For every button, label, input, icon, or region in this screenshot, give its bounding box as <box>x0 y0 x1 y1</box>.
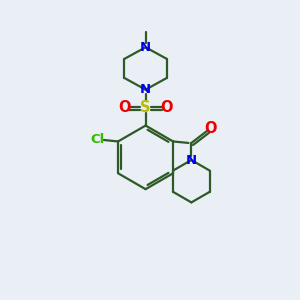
Text: O: O <box>118 100 130 115</box>
Text: Cl: Cl <box>90 134 105 146</box>
Text: N: N <box>140 83 151 96</box>
Text: S: S <box>140 100 151 115</box>
Text: O: O <box>204 121 217 136</box>
Text: O: O <box>160 100 173 115</box>
Text: N: N <box>140 41 151 54</box>
Text: N: N <box>186 154 197 166</box>
